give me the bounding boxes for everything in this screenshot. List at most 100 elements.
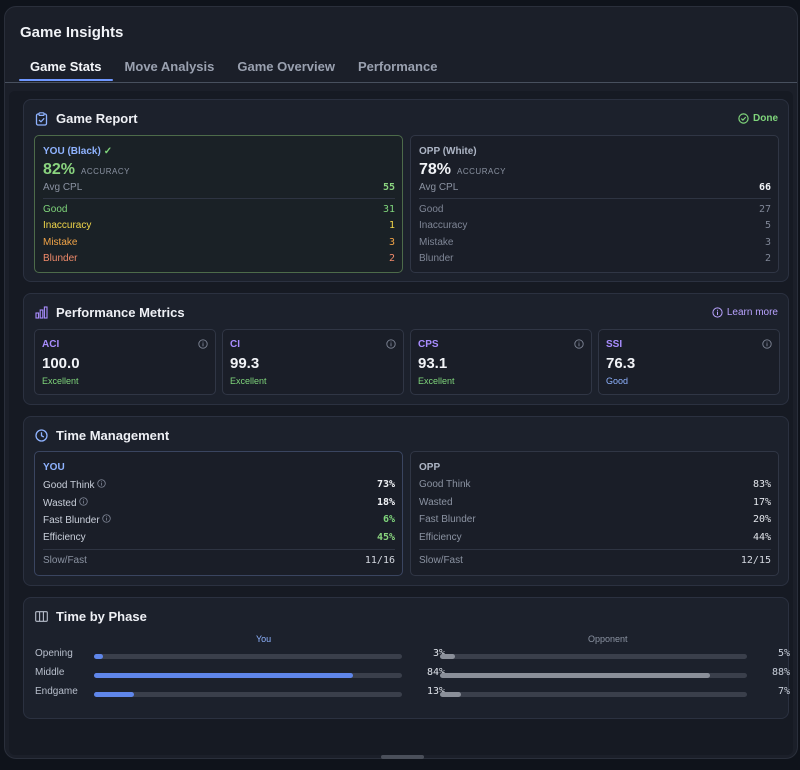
time-by-phase-title: Time by Phase (56, 609, 147, 624)
avg-cpl-row: Avg CPL 66 (419, 182, 771, 193)
opp-efficiency-row: Efficiency 44% (419, 532, 771, 543)
metric-card-cps: CPS 93.1 Excellent (410, 329, 592, 395)
you-time-card: YOU Good Think 73% Wasted 18% Fast Blund… (34, 451, 403, 576)
info-icon (712, 307, 723, 318)
status-badge: Done (738, 113, 778, 124)
tab-move-analysis[interactable]: Move Analysis (124, 59, 215, 74)
opp-mistake-row: Mistake 3 (419, 237, 771, 248)
tab-game-stats[interactable]: Game Stats (19, 54, 113, 81)
you-phase-bar (94, 673, 402, 678)
learn-more-link[interactable]: Learn more (712, 307, 778, 318)
time-by-phase-section: Time by Phase You Opponent Opening 3% 5% Mi… (23, 597, 790, 719)
app-title: Game Insights (20, 24, 124, 41)
time-management-title: Time Management (56, 428, 170, 443)
you-label: YOU (43, 462, 65, 473)
you-phase-percent: 84% (426, 667, 445, 678)
you-inaccuracy-row: Inaccuracy 1 (43, 220, 395, 231)
you-phase-bar-fill (94, 673, 353, 678)
you-blunder-row: Blunder 2 (43, 253, 395, 264)
resize-handle[interactable] (381, 755, 424, 759)
opp-fast-blunder-row: Fast Blunder 20% (419, 514, 771, 525)
info-icon[interactable] (97, 479, 106, 488)
opp-label: OPP (419, 462, 441, 473)
phase-label: Endgame (35, 686, 78, 697)
you-avg-cpl: 55 (382, 182, 395, 193)
info-icon[interactable] (198, 339, 208, 349)
you-wasted-row: Wasted 18% (43, 497, 395, 509)
metric-card-ssi: SSI 76.3 Good (598, 329, 780, 395)
opp-slow-fast-row: Slow/Fast 12/15 (419, 555, 771, 566)
you-phase-bar (94, 654, 402, 659)
opp-phase-bar-fill (440, 692, 462, 697)
you-fast-blunder-row: Fast Blunder 6% (43, 514, 395, 526)
opp-phase-percent: 7% (777, 686, 790, 697)
check-circle-icon (738, 113, 749, 124)
divider (419, 198, 771, 199)
you-accuracy: 82% (43, 161, 76, 178)
tab-bar: Game Stats Move Analysis Game Overview P… (19, 54, 449, 81)
you-column-header: You (256, 634, 272, 644)
accuracy-label: ACCURACY (457, 167, 506, 176)
accuracy-label: ACCURACY (81, 167, 130, 176)
you-mistake-row: Mistake 3 (43, 237, 395, 248)
info-icon[interactable] (386, 339, 396, 349)
opp-blunder-row: Blunder 2 (419, 253, 771, 264)
time-management-section: Time Management YOU Good Think 73% Waste… (23, 416, 789, 586)
opp-label: OPP (White) (419, 146, 477, 157)
opp-good-think-row: Good Think 83% (419, 479, 771, 490)
you-slow-fast-row: Slow/Fast 11/16 (43, 555, 395, 566)
phase-label: Opening (35, 648, 73, 659)
opp-phase-percent: 88% (771, 667, 790, 678)
check-icon: ✓ (103, 146, 113, 157)
columns-icon (35, 611, 48, 622)
you-phase-percent: 3% (432, 648, 445, 659)
metric-card-ci: CI 99.3 Excellent (222, 329, 404, 395)
divider (43, 198, 395, 199)
you-efficiency-row: Efficiency 45% (43, 532, 395, 543)
opp-avg-cpl: 66 (758, 182, 771, 193)
opp-good-row: Good 27 (419, 204, 771, 215)
you-phase-bar (94, 692, 402, 697)
opp-report-card: OPP (White) 78% ACCURACY Avg CPL 66 Good… (410, 135, 779, 273)
content-area[interactable]: Game Report Done YOU (Black) ✓ 82% ACCURA… (9, 91, 793, 755)
info-icon[interactable] (762, 339, 772, 349)
opp-inaccuracy-row: Inaccuracy 5 (419, 220, 771, 231)
insights-panel: Game Insights Game Stats Move Analysis G… (4, 6, 798, 759)
opp-phase-bar-fill (440, 654, 456, 659)
you-label: YOU (Black) (43, 146, 101, 157)
opp-accuracy: 78% (419, 161, 452, 178)
you-phase-percent: 13% (426, 686, 445, 697)
opp-phase-bar-fill (440, 673, 711, 678)
you-good-think-row: Good Think 73% (43, 479, 395, 491)
info-icon[interactable] (574, 339, 584, 349)
game-report-title: Game Report (56, 111, 138, 126)
info-icon[interactable] (79, 497, 88, 506)
game-report-section: Game Report Done YOU (Black) ✓ 82% ACCURA… (23, 99, 789, 282)
you-phase-bar-fill (94, 654, 104, 659)
tab-performance[interactable]: Performance (357, 59, 438, 74)
performance-metrics-title: Performance Metrics (56, 305, 185, 320)
divider (43, 549, 395, 550)
opp-phase-percent: 5% (777, 648, 790, 659)
opp-phase-bar (440, 654, 747, 659)
clipboard-icon (35, 111, 48, 126)
divider (419, 549, 771, 550)
opp-time-card: OPP Good Think 83% Wasted 17% Fast Blunder… (410, 451, 779, 576)
tab-divider (5, 82, 797, 83)
status-text: Done (753, 113, 778, 124)
opp-phase-bar (440, 673, 747, 678)
clock-icon (35, 429, 48, 442)
phase-label: Middle (35, 667, 65, 678)
you-phase-bar-fill (94, 692, 135, 697)
performance-metrics-section: Performance Metrics Learn more ACI 100.0… (23, 293, 789, 405)
avg-cpl-row: Avg CPL 55 (43, 182, 395, 193)
bar-chart-icon (35, 306, 48, 319)
you-report-card: YOU (Black) ✓ 82% ACCURACY Avg CPL 55 Goo… (34, 135, 403, 273)
opp-wasted-row: Wasted 17% (419, 497, 771, 508)
you-good-row: Good 31 (43, 204, 395, 215)
opp-phase-bar (440, 692, 747, 697)
tab-game-overview[interactable]: Game Overview (237, 59, 335, 74)
metric-card-aci: ACI 100.0 Excellent (34, 329, 216, 395)
opponent-column-header: Opponent (588, 634, 628, 644)
info-icon[interactable] (102, 514, 112, 523)
